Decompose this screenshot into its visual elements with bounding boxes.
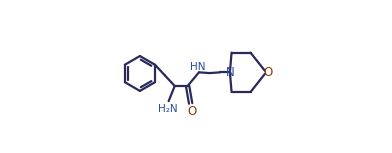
Text: HN: HN [191, 62, 206, 72]
Text: H₂N: H₂N [158, 104, 178, 114]
Text: O: O [188, 105, 197, 118]
Text: N: N [226, 65, 234, 78]
Text: O: O [263, 66, 272, 79]
